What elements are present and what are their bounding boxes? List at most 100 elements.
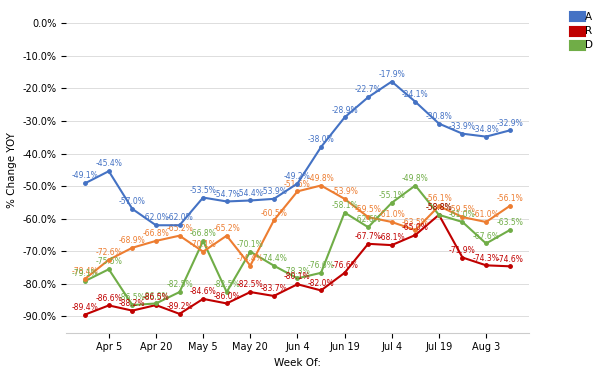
D <box>270 263 277 268</box>
Text: -24.1%: -24.1% <box>402 90 428 99</box>
Text: -74.6%: -74.6% <box>496 255 523 264</box>
Text: -70.1%: -70.1% <box>190 240 217 249</box>
Y-axis label: % Change YOY: % Change YOY <box>7 132 17 208</box>
R <box>388 220 395 224</box>
R <box>317 183 325 188</box>
Legend: A, R, D: A, R, D <box>574 12 593 51</box>
Text: -66.8%: -66.8% <box>190 229 217 238</box>
Text: -82.5%: -82.5% <box>166 280 193 289</box>
R <box>152 238 160 243</box>
Text: -62.0%: -62.0% <box>166 213 193 222</box>
A <box>388 79 395 84</box>
A <box>506 128 513 133</box>
Text: -74.4%: -74.4% <box>260 254 287 263</box>
Text: -67.7%: -67.7% <box>355 232 382 241</box>
Text: -80.1%: -80.1% <box>284 273 311 282</box>
A <box>82 181 89 186</box>
A <box>294 181 301 186</box>
Text: -82.5%: -82.5% <box>237 280 263 289</box>
Text: -58.8%: -58.8% <box>425 203 452 212</box>
Text: -53.5%: -53.5% <box>190 186 217 195</box>
Text: -74.3%: -74.3% <box>473 254 500 262</box>
Text: -75.5%: -75.5% <box>95 258 122 267</box>
Text: -49.1%: -49.1% <box>72 171 98 180</box>
Text: -61.0%: -61.0% <box>379 210 405 219</box>
D <box>105 267 112 272</box>
D <box>129 303 136 307</box>
Text: -28.9%: -28.9% <box>331 106 358 115</box>
Text: -33.9%: -33.9% <box>449 122 476 131</box>
Text: -89.4%: -89.4% <box>72 303 98 312</box>
R <box>82 276 89 281</box>
Text: -68.9%: -68.9% <box>119 236 146 245</box>
D <box>247 249 254 254</box>
D <box>82 279 89 283</box>
Text: -56.1%: -56.1% <box>496 194 523 203</box>
R <box>176 233 183 238</box>
A <box>317 145 325 149</box>
A <box>365 95 372 99</box>
R <box>365 215 372 219</box>
Text: -86.5%: -86.5% <box>143 293 169 302</box>
D <box>365 225 372 230</box>
R <box>105 258 112 262</box>
Text: -49.2%: -49.2% <box>284 172 311 181</box>
R <box>412 228 419 232</box>
A <box>341 115 348 120</box>
X-axis label: Week Of:: Week Of: <box>274 358 321 368</box>
Text: -49.8%: -49.8% <box>402 174 429 183</box>
R <box>247 263 254 268</box>
Text: -34.8%: -34.8% <box>473 125 499 134</box>
R <box>129 246 136 250</box>
Text: -84.6%: -84.6% <box>190 287 217 296</box>
A <box>412 99 419 104</box>
A <box>459 132 466 136</box>
Text: -53.9%: -53.9% <box>331 187 358 196</box>
A <box>152 223 160 228</box>
R <box>223 233 230 238</box>
D <box>506 228 513 232</box>
D <box>459 220 466 224</box>
Text: -58.8%: -58.8% <box>425 203 452 212</box>
A <box>223 199 230 204</box>
Text: -86.6%: -86.6% <box>95 294 122 303</box>
A <box>200 195 207 200</box>
Text: -53.9%: -53.9% <box>260 187 287 196</box>
Text: -71.9%: -71.9% <box>449 246 476 255</box>
Text: -82.5%: -82.5% <box>214 280 240 289</box>
Text: -78.3%: -78.3% <box>284 267 311 276</box>
Text: -51.6%: -51.6% <box>284 180 311 189</box>
Text: -55.1%: -55.1% <box>379 191 405 200</box>
Text: -45.4%: -45.4% <box>95 159 122 168</box>
A <box>247 198 254 203</box>
R <box>270 218 277 223</box>
D <box>200 238 207 243</box>
Text: -76.6%: -76.6% <box>308 261 334 270</box>
A <box>270 196 277 201</box>
R <box>341 196 348 201</box>
D <box>317 271 325 275</box>
Text: -60.5%: -60.5% <box>260 209 287 218</box>
A <box>482 134 490 139</box>
Line: A: A <box>83 80 511 227</box>
Text: -68.1%: -68.1% <box>379 233 405 242</box>
A <box>436 122 443 126</box>
D <box>176 290 183 294</box>
Text: -22.7%: -22.7% <box>355 86 382 94</box>
Text: -61.0%: -61.0% <box>473 210 499 219</box>
Text: -72.6%: -72.6% <box>95 248 122 257</box>
Text: -86.5%: -86.5% <box>119 293 146 302</box>
A <box>105 169 112 173</box>
R <box>506 204 513 208</box>
Text: -83.7%: -83.7% <box>260 284 287 293</box>
D <box>294 276 301 280</box>
A <box>176 223 183 228</box>
Text: -63.5%: -63.5% <box>402 218 429 227</box>
Text: -30.8%: -30.8% <box>425 112 452 121</box>
Text: -88.2%: -88.2% <box>119 299 146 308</box>
R <box>482 220 490 224</box>
R <box>294 189 301 194</box>
Text: -38.0%: -38.0% <box>308 135 334 144</box>
R <box>459 215 466 219</box>
D <box>482 241 490 246</box>
